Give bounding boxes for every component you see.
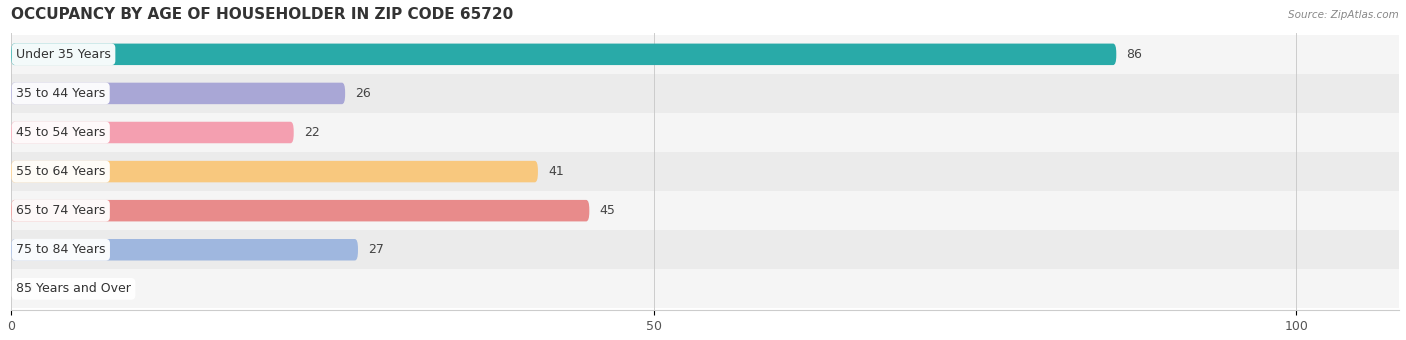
Text: 22: 22 bbox=[304, 126, 319, 139]
Text: Under 35 Years: Under 35 Years bbox=[15, 48, 111, 61]
Text: 85 Years and Over: 85 Years and Over bbox=[15, 282, 131, 295]
Text: 86: 86 bbox=[1126, 48, 1143, 61]
Bar bbox=[11, 35, 1399, 74]
FancyBboxPatch shape bbox=[11, 122, 294, 143]
Bar bbox=[11, 152, 1399, 191]
Text: 45: 45 bbox=[599, 204, 616, 217]
FancyBboxPatch shape bbox=[11, 44, 1116, 65]
Text: 65 to 74 Years: 65 to 74 Years bbox=[15, 204, 105, 217]
FancyBboxPatch shape bbox=[11, 161, 538, 182]
Text: 0: 0 bbox=[24, 282, 32, 295]
Bar bbox=[11, 113, 1399, 152]
FancyBboxPatch shape bbox=[11, 83, 344, 104]
Bar bbox=[11, 74, 1399, 113]
Text: 45 to 54 Years: 45 to 54 Years bbox=[15, 126, 105, 139]
Bar bbox=[11, 269, 1399, 308]
Bar bbox=[11, 191, 1399, 230]
Text: 41: 41 bbox=[548, 165, 564, 178]
Text: Source: ZipAtlas.com: Source: ZipAtlas.com bbox=[1288, 10, 1399, 20]
Text: 75 to 84 Years: 75 to 84 Years bbox=[15, 243, 105, 256]
FancyBboxPatch shape bbox=[11, 200, 589, 221]
Text: 35 to 44 Years: 35 to 44 Years bbox=[15, 87, 105, 100]
Text: 27: 27 bbox=[368, 243, 384, 256]
Bar bbox=[11, 230, 1399, 269]
Text: OCCUPANCY BY AGE OF HOUSEHOLDER IN ZIP CODE 65720: OCCUPANCY BY AGE OF HOUSEHOLDER IN ZIP C… bbox=[11, 7, 513, 22]
FancyBboxPatch shape bbox=[11, 239, 359, 260]
Text: 55 to 64 Years: 55 to 64 Years bbox=[15, 165, 105, 178]
Text: 26: 26 bbox=[356, 87, 371, 100]
